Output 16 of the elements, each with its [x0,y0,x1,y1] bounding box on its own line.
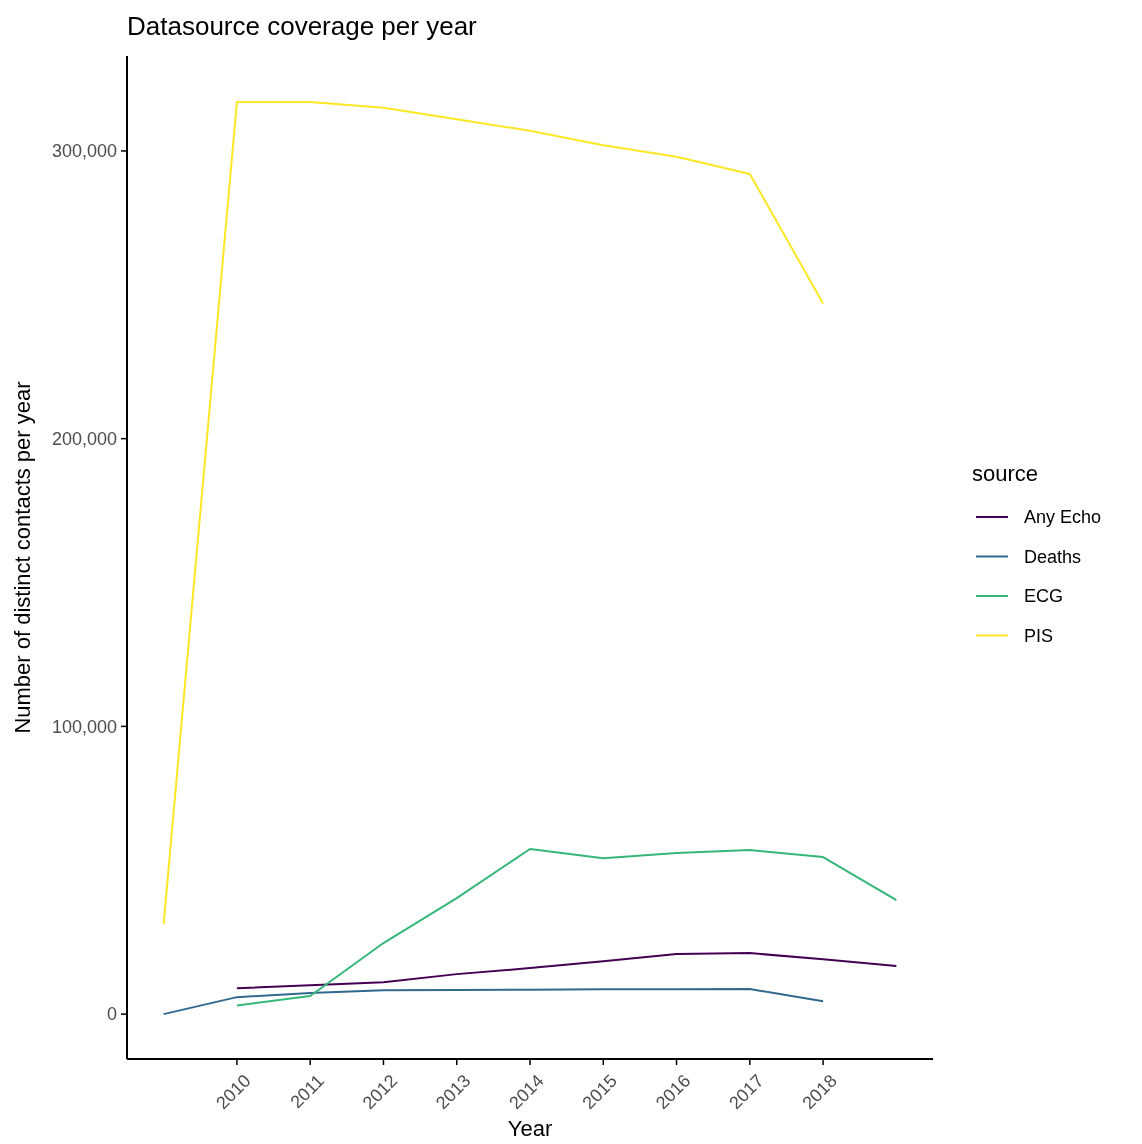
line-series [235,952,898,990]
y-tick-label: 300,000 [51,141,117,162]
y-axis-title: Number of distinct contacts per year [10,381,35,734]
y-tick-label: 0 [106,1004,117,1025]
legend-label: Any Echo [1024,507,1102,528]
y-tick-label: 200,000 [51,428,117,449]
legend-label: ECG [1024,586,1064,607]
legend-label: PIS [1024,625,1054,646]
line-series [235,847,898,1007]
line-series [162,988,825,1016]
legend-label: Deaths [1024,546,1082,567]
y-tick-label: 100,000 [51,716,117,737]
chart-title: Datasource coverage per year [127,11,478,41]
legend-title: source [972,460,1039,486]
x-axis-title: Year [507,1116,553,1141]
line-series [162,101,825,926]
